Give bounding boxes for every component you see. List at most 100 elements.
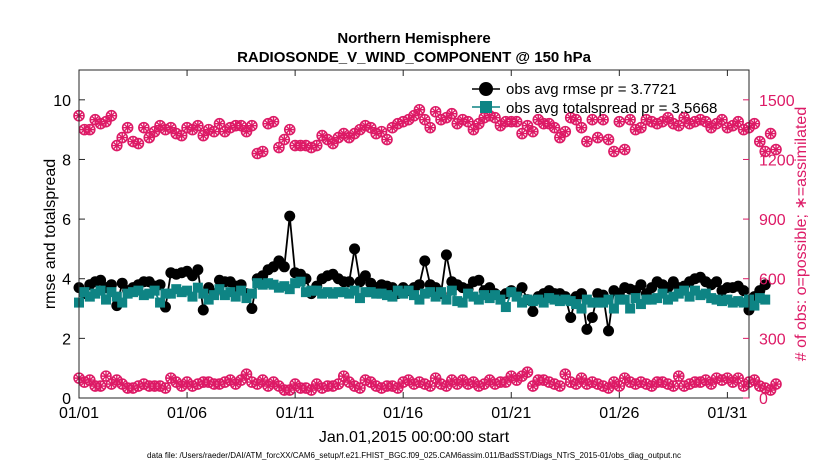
data-point [350,381,360,391]
data-point [182,377,192,387]
data-point [112,375,122,385]
data-point [117,379,127,389]
data-point [133,381,143,391]
data-point [754,135,766,148]
data-point [419,113,431,126]
data-point [431,373,441,383]
data-point [652,293,663,304]
data-point [182,285,193,296]
data-point [431,107,441,117]
data-point [312,379,322,389]
data-point [290,379,300,389]
data-point [214,284,225,295]
data-point [328,139,338,149]
data-point [512,375,522,385]
data-point [301,383,311,393]
data-point [533,375,543,385]
data-point [614,117,624,127]
x-tick-label: 01/21 [491,405,531,422]
data-point [128,137,138,147]
data-point [155,297,166,308]
data-point [668,119,678,129]
data-point [231,121,241,131]
data-point [452,296,463,307]
data-point [571,379,581,389]
data-point [468,377,478,387]
data-point [278,261,290,273]
data-point [722,123,732,133]
data-point [618,143,631,156]
data-point [197,304,209,316]
data-point [355,383,365,393]
data-point [160,125,170,135]
data-point [283,123,296,136]
data-point [528,127,538,137]
y-tick-label: 6 [62,212,71,229]
data-point [554,296,565,307]
data-point [544,377,554,387]
data-point [301,141,311,151]
data-point [501,377,511,387]
data-point [695,115,705,125]
data-point [620,145,630,155]
data-point [225,375,235,385]
data-point [593,133,603,143]
data-point [766,129,776,139]
data-point [646,294,657,305]
data-point [490,379,500,389]
data-point [252,278,263,289]
data-point [647,381,657,391]
data-point [479,290,490,301]
data-point [712,373,722,383]
data-point [225,287,236,298]
data-point [398,117,408,127]
data-point [393,383,403,393]
y-right-tick-label: 1200 [759,152,795,169]
data-point [365,287,376,298]
data-point [549,294,560,305]
data-point [279,281,290,292]
data-point [701,117,711,127]
data-point [295,276,306,287]
data-point [604,135,614,145]
data-point [770,143,782,156]
data-point [474,381,484,391]
data-point [603,325,615,337]
data-point [128,383,138,393]
data-point [279,385,289,395]
data-point [360,287,371,298]
data-point [355,125,365,135]
data-point [155,381,165,391]
data-point [581,294,592,305]
plot-frame [78,69,750,399]
data-point [512,117,522,127]
data-point [668,381,678,391]
data-point [414,377,424,387]
data-point [559,368,572,380]
data-point [409,379,419,389]
data-point [728,121,738,131]
data-point [566,377,576,387]
data-point [441,113,451,123]
data-point [263,278,274,289]
data-point [430,291,441,302]
data-point [533,294,544,305]
data-point [403,285,414,296]
data-point [490,113,500,123]
data-point [571,115,581,125]
data-point [236,121,246,131]
data-point [458,375,468,385]
data-point [284,210,296,222]
data-point [602,133,615,146]
data-point [192,282,203,293]
data-point [603,294,614,305]
data-point [592,297,603,308]
data-point [668,291,679,302]
data-point [759,279,771,291]
data-point [635,279,647,291]
data-point [440,249,452,261]
data-point [90,288,101,299]
data-point [577,123,586,133]
data-point [625,303,636,314]
